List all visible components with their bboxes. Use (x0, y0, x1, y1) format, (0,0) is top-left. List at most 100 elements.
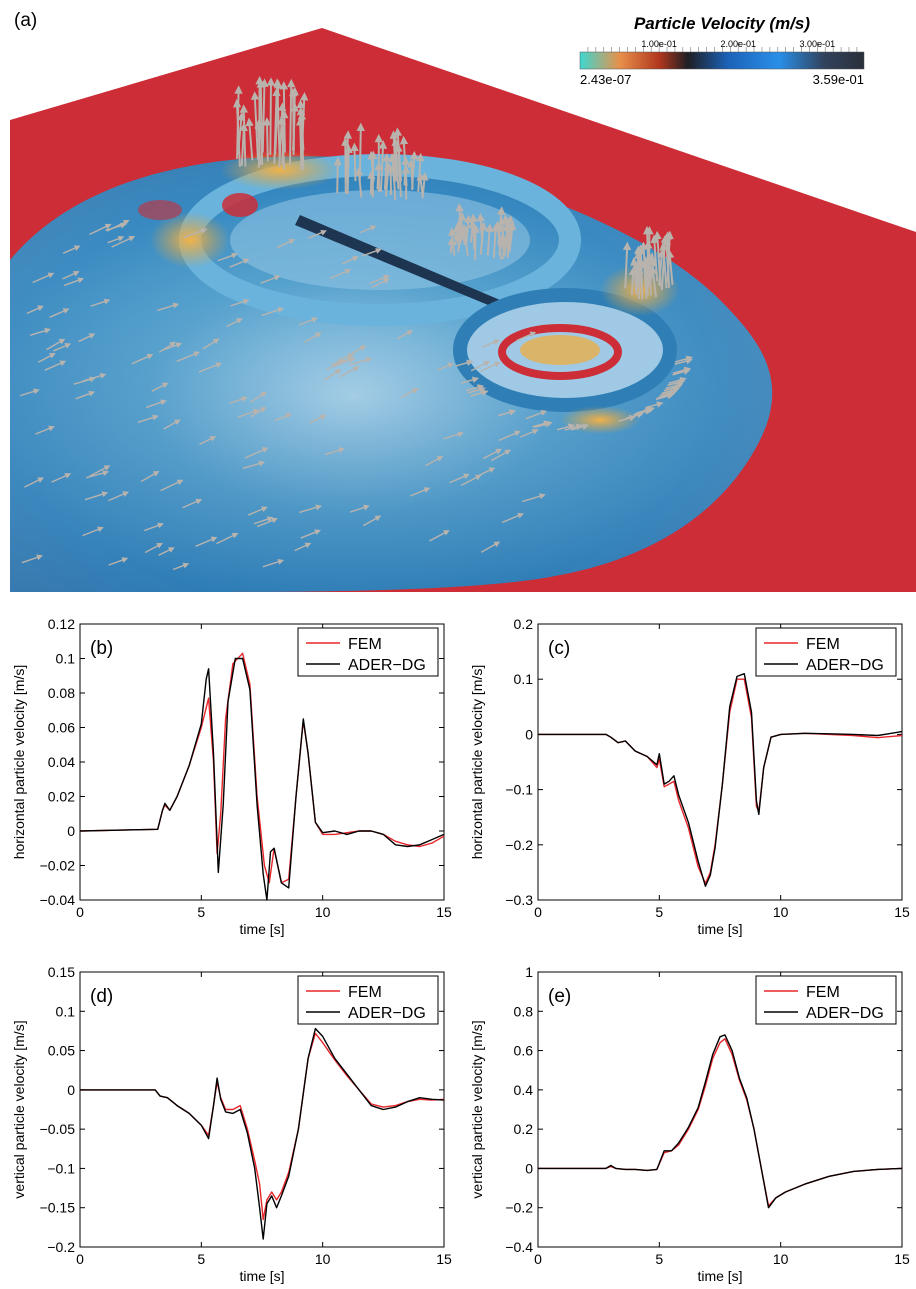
velocity-arrow (85, 470, 109, 479)
velocity-arrow (107, 235, 125, 244)
y-tick-label: −0.1 (505, 782, 533, 798)
y-axis-title: vertical particle velocity [m/s] (469, 1020, 485, 1198)
legend: FEM ADER−DG (297, 975, 439, 1025)
y-tick-label: 0.08 (48, 685, 75, 701)
x-tick-label: 5 (655, 904, 663, 920)
velocity-arrow (131, 353, 154, 365)
velocity-arrow (157, 302, 180, 312)
y-tick-label: 0 (67, 1082, 75, 1098)
velocity-arrow (44, 360, 67, 371)
velocity-arrow (37, 352, 56, 363)
panel-label: (c) (548, 638, 570, 659)
velocity-arrow (242, 460, 266, 469)
velocity-arrow (672, 366, 692, 374)
y-tick-label: −0.3 (505, 892, 533, 908)
velocity-arrow (356, 122, 365, 182)
velocity-arrow (410, 487, 431, 497)
velocity-arrow (630, 257, 639, 294)
velocity-arrow (636, 244, 645, 300)
velocity-arrow (172, 562, 190, 571)
velocity-arrow (84, 491, 109, 501)
velocity-arrow (349, 357, 373, 366)
velocity-arrow (247, 506, 268, 516)
velocity-arrow (140, 471, 160, 483)
velocity-arrow (665, 230, 674, 283)
velocity-arrow (478, 467, 496, 477)
upper-ring-inner (230, 190, 530, 290)
velocity-arrow (455, 229, 464, 253)
velocity-arrow (382, 153, 391, 190)
velocity-arrow (176, 351, 201, 362)
chart-c: 0 5 10 15 −0.3 −0.2 −0.1 0 0.1 0.2 time [s] horizon… (469, 616, 910, 937)
velocity-arrow (276, 239, 296, 249)
velocity-arrow (396, 330, 414, 340)
velocity-arrow (106, 219, 130, 232)
velocity-arrow (202, 338, 220, 350)
velocity-arrow (485, 223, 494, 256)
velocity-field-panel: (a) Particle Velocity (m/s) 1.00e-01 2.0… (10, 10, 916, 592)
colorbar: Particle Velocity (m/s) 1.00e-01 2.00e-0… (579, 14, 865, 87)
y-tick-label: 0.8 (514, 1003, 534, 1019)
y-tick-label: −0.15 (40, 1200, 76, 1216)
velocity-arrow (556, 423, 576, 431)
colorbar-tick-label: 1.00e-01 (641, 39, 677, 49)
y-tick-label: 0.6 (514, 1043, 534, 1059)
velocity-arrow (245, 117, 254, 161)
velocity-arrow (378, 140, 388, 192)
velocity-arrow (386, 164, 395, 195)
velocity-arrow (324, 447, 345, 456)
series-line (538, 1034, 903, 1209)
velocity-arrow (250, 91, 260, 160)
velocity-arrow (158, 341, 176, 353)
colorbar-min-label: 2.43e-07 (580, 72, 631, 87)
velocity-arrow (137, 414, 159, 423)
y-tick-label: 0 (525, 1160, 533, 1176)
velocity-arrow (304, 332, 322, 343)
x-tick-label: 10 (315, 904, 331, 920)
velocity-arrow (183, 227, 208, 238)
velocity-arrow (89, 223, 112, 235)
velocity-arrow (645, 401, 664, 409)
y-tick-label: 0.2 (514, 1121, 534, 1137)
y-tick-label: −0.05 (40, 1121, 76, 1137)
velocity-arrow (300, 529, 321, 539)
velocity-arrow (19, 388, 40, 397)
x-tick-label: 15 (894, 1251, 910, 1267)
panel-label-a: (a) (14, 10, 37, 31)
velocity-arrow (347, 345, 367, 357)
y-tick-label: 0.02 (48, 789, 75, 805)
velocity-arrow (308, 229, 327, 239)
velocity-arrow (195, 536, 218, 547)
chart-e: 0 5 10 15 −0.4 −0.2 0 0.2 0.4 0.6 0.8 1 time [s] vert… (469, 964, 910, 1284)
velocity-arrow (443, 431, 464, 440)
velocity-arrow (89, 465, 111, 477)
velocity-arrow (299, 504, 323, 514)
velocity-arrow (360, 225, 377, 234)
velocity-arrow (425, 455, 444, 467)
velocity-arrow (482, 448, 503, 460)
y-tick-label: 0.2 (514, 616, 534, 632)
legend: FEM ADER−DG (297, 627, 439, 677)
velocity-arrow (253, 516, 274, 525)
velocity-arrow (525, 410, 548, 420)
velocity-arrow (329, 268, 352, 280)
x-tick-label: 10 (773, 904, 789, 920)
velocity-arrow (628, 266, 638, 295)
legend-entry: FEM (348, 984, 382, 1001)
y-tick-label: −0.2 (505, 837, 533, 853)
red-patch-2 (138, 200, 182, 220)
panel-label: (d) (90, 986, 113, 1007)
velocity-arrow (490, 449, 511, 462)
velocity-arrow (497, 409, 517, 417)
velocity-arrow (437, 362, 455, 371)
velocity-arrow (501, 512, 524, 524)
velocity-arrow (369, 274, 390, 285)
legend-entry: ADER−DG (348, 1005, 426, 1022)
legend-entry: FEM (806, 984, 840, 1001)
velocity-arrow (661, 386, 680, 395)
velocity-arrow (309, 414, 327, 424)
y-tick-label: 0.1 (56, 651, 76, 667)
x-tick-label: 5 (197, 1251, 205, 1267)
y-tick-label: 0.15 (48, 964, 75, 980)
colorbar-tick-label: 3.00e-01 (800, 39, 836, 49)
